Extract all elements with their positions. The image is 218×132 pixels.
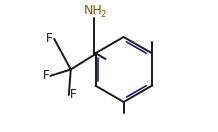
- Text: NH: NH: [84, 4, 102, 17]
- Text: F: F: [70, 88, 77, 101]
- Text: F: F: [46, 32, 53, 45]
- Text: 2: 2: [100, 10, 106, 19]
- Text: F: F: [43, 69, 49, 82]
